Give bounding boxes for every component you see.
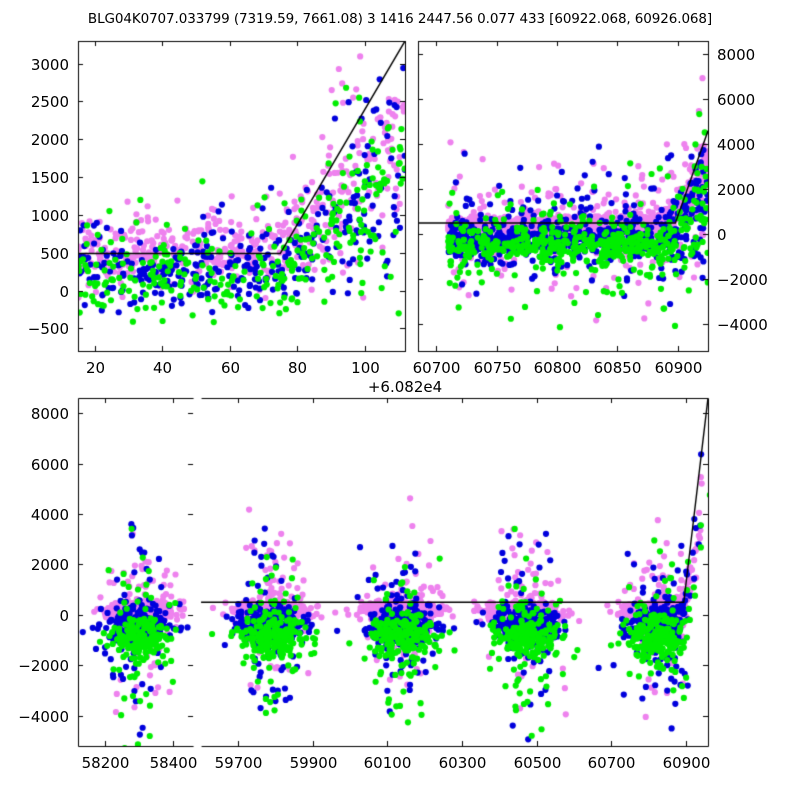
- ytick-label: −500: [27, 319, 69, 338]
- ytick-label: −2000: [18, 656, 69, 675]
- xtick-label: 60900: [662, 754, 711, 772]
- xtick-label: 59900: [289, 754, 338, 772]
- ytick-label: 4000: [717, 135, 756, 154]
- ytick-label: −4000: [18, 707, 69, 726]
- ytick-label: 0: [59, 606, 69, 625]
- ytick-label: 2000: [30, 555, 69, 574]
- ytick-label: 2000: [30, 130, 69, 149]
- xtick-label: 60700: [587, 754, 636, 772]
- ytick-label: 3000: [30, 55, 69, 74]
- xtick-label: 58400: [149, 754, 198, 772]
- ytick-label: 2000: [717, 180, 756, 199]
- xtick-label: 60750: [473, 359, 522, 377]
- xtick-label: 58200: [81, 754, 130, 772]
- ytick-label: 4000: [30, 505, 69, 524]
- xtick-label: 60900: [654, 359, 703, 377]
- ytick-label: 8000: [717, 45, 756, 64]
- ytick-label: −2000: [717, 270, 768, 289]
- xtick-label: 60100: [363, 754, 412, 772]
- xtick-label: 20: [85, 359, 106, 377]
- ytick-label: 2500: [30, 92, 69, 111]
- ytick-label: −4000: [717, 315, 768, 334]
- ytick-label: 0: [717, 225, 727, 244]
- xtick-label: 40: [152, 359, 173, 377]
- xtick-label: 60: [220, 359, 241, 377]
- ytick-label: 1500: [30, 168, 69, 187]
- plot-area-bottom[interactable]: [78, 398, 708, 746]
- ytick-label: 6000: [717, 90, 756, 109]
- xtick-label: 60850: [593, 359, 642, 377]
- xtick-label: 80: [287, 359, 308, 377]
- ytick-label: 1000: [30, 206, 69, 225]
- x-offset-label: +6.082e4: [367, 378, 443, 396]
- plot-area-top-left[interactable]: [78, 41, 405, 351]
- xtick-label: 60300: [438, 754, 487, 772]
- xtick-label: 60700: [412, 359, 461, 377]
- xtick-label: 60500: [513, 754, 562, 772]
- xtick-label: 59700: [214, 754, 263, 772]
- plot-area-top-right[interactable]: [418, 41, 708, 351]
- xtick-label: 60800: [533, 359, 582, 377]
- figure-title: BLG04K0707.033799 (7319.59, 7661.08) 3 1…: [87, 11, 713, 27]
- xtick-label: 100: [351, 359, 380, 377]
- ytick-label: 8000: [30, 404, 69, 423]
- ytick-label: 6000: [30, 455, 69, 474]
- ytick-label: 500: [40, 244, 69, 263]
- ytick-label: 0: [59, 282, 69, 301]
